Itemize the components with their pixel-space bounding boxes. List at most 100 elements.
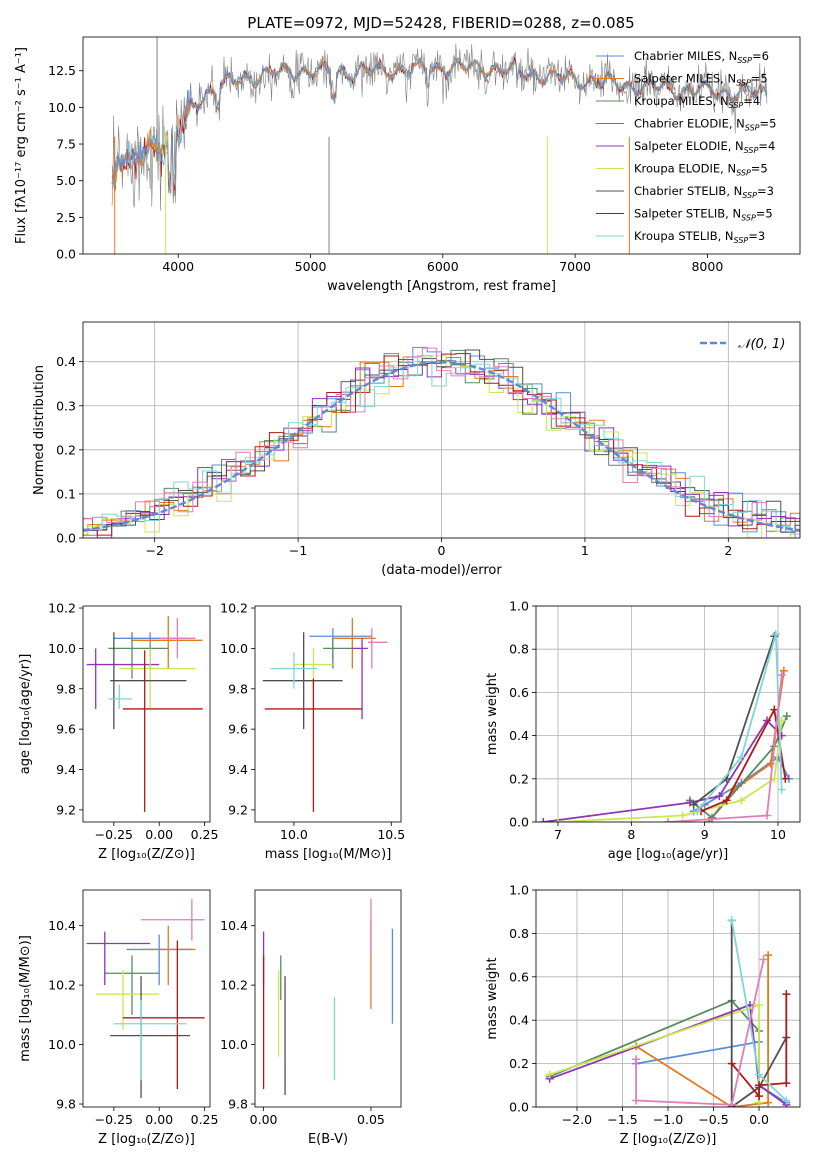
x-tick-label: 0 <box>438 543 446 558</box>
weight-series <box>635 959 765 1106</box>
residual-histogram <box>83 355 800 535</box>
age-vs-Z-frame: −0.25 0.00 0.25 9.2 9.4 9.6 9.8 10.0 10.2 Z [log₁… <box>18 601 218 862</box>
y-tick-label: 10.0 <box>48 641 76 656</box>
x-tick-label: 0.00 <box>145 1112 173 1127</box>
weight-marker <box>755 1001 764 1010</box>
x-tick-label: 2 <box>724 543 732 558</box>
legend-entry: Salpeter ELODIE, NSSP=4 <box>634 139 775 155</box>
age-vs-Z-plot <box>86 616 203 812</box>
legend-entry: Kroupa MILES, NSSP=4 <box>634 94 760 110</box>
weight-marker <box>737 753 746 762</box>
legend-entry: Salpeter STELIB, NSSP=5 <box>634 207 773 223</box>
weight-marker <box>722 796 731 805</box>
x-axis-label: mass [log₁₀(M/M⊙)] <box>265 847 392 862</box>
y-tick-label: 5.0 <box>56 173 76 188</box>
x-tick-label: −1 <box>289 543 307 558</box>
weight-marker <box>737 796 746 805</box>
mass-vs-EBV-frame: 0.00 0.05 9.8 10.0 10.2 10.4 E(B-V) <box>220 889 402 1147</box>
error-point <box>110 632 187 730</box>
error-point <box>122 940 205 1090</box>
x-axis-label: Z [log₁₀(Z/Z⊙)] <box>98 847 195 862</box>
x-tick-label: 5000 <box>295 259 327 274</box>
weight-marker <box>539 818 548 822</box>
error-point <box>126 934 192 986</box>
x-tick-label: 10.5 <box>377 827 405 842</box>
y-tick-label: 0.8 <box>509 642 529 657</box>
normal-curve <box>83 360 800 532</box>
weight-marker <box>678 811 687 820</box>
x-tick-label: 0.0 <box>749 1112 769 1127</box>
error-point <box>141 898 205 941</box>
y-tick-label: 0.4 <box>56 354 76 369</box>
mass-vs-Z-frame: −0.25 0.00 0.25 9.8 10.0 10.2 10.4 Z [log₁₀(Z/Z… <box>18 889 218 1147</box>
y-tick-label: 12.5 <box>48 63 76 78</box>
weight-marker <box>755 1081 764 1090</box>
y-tick-label: 0.6 <box>509 969 529 984</box>
weight-marker <box>693 807 702 816</box>
residual-histogram <box>83 349 800 538</box>
y-tick-label: 9.8 <box>56 1097 76 1112</box>
legend-entry: Salpeter MILES, NSSP=5 <box>634 72 768 88</box>
error-point <box>352 638 368 720</box>
y-tick-label: 0.2 <box>509 1056 529 1071</box>
y-tick-label: 9.8 <box>56 681 76 696</box>
legend-entry: Chabrier MILES, NSSP=6 <box>634 49 769 65</box>
weight-series <box>693 635 776 806</box>
error-point <box>86 931 151 986</box>
weight-marker <box>689 800 698 809</box>
x-axis-label: Z [log₁₀(Z/Z⊙)] <box>98 1132 195 1147</box>
x-tick-label: 7 <box>554 827 562 842</box>
weight-vs-Z-frame: −2.0 −1.5 −1.0 −0.5 0.0 0.0 0.2 0.4 0.6 0.8 1.0 Z [… <box>485 883 801 1147</box>
y-tick-label: 1.0 <box>509 883 529 898</box>
legend-entry: Kroupa ELODIE, NSSP=5 <box>634 162 768 178</box>
weight-marker <box>782 1079 791 1088</box>
spectrum-legend: Chabrier MILES, NSSP=6 Salpeter MILES, NS… <box>596 49 776 245</box>
weight-marker <box>727 1059 736 1068</box>
x-tick-label: 0.05 <box>357 1112 385 1127</box>
axes-frame <box>535 605 801 823</box>
x-tick-label: 10.0 <box>280 827 308 842</box>
weight-marker <box>759 955 768 964</box>
weight-marker <box>764 1098 773 1107</box>
legend-entry: 𝒩(0, 1) <box>738 337 785 352</box>
y-tick-label: 0.8 <box>509 926 529 941</box>
y-tick-label: 1.0 <box>509 599 529 614</box>
x-tick-label: 7000 <box>559 259 591 274</box>
error-point <box>264 678 363 812</box>
weight-marker <box>771 630 780 639</box>
y-tick-label: 0.0 <box>509 815 529 830</box>
x-tick-label: 1 <box>581 543 589 558</box>
y-tick-label: 7.5 <box>56 137 76 152</box>
x-tick-label: 4000 <box>162 259 194 274</box>
error-point <box>95 970 160 1030</box>
weight-marker <box>777 785 786 794</box>
y-tick-label: 0.0 <box>56 531 76 546</box>
y-axis-label: Normed distribution <box>32 365 47 495</box>
y-tick-label: 9.4 <box>228 762 248 777</box>
weight-marker <box>715 792 724 801</box>
weight-marker <box>763 811 771 820</box>
x-tick-label: −2 <box>145 543 163 558</box>
error-point <box>86 648 160 709</box>
error-point <box>332 618 376 669</box>
axes-frame <box>82 889 211 1108</box>
chart-title: PLATE=0972, MJD=52428, FIBERID=0288, z=0… <box>247 14 634 32</box>
y-tick-label: 0.3 <box>56 398 76 413</box>
error-point <box>323 638 353 669</box>
x-tick-label: −0.5 <box>698 1112 728 1127</box>
error-point <box>113 999 187 1081</box>
y-tick-label: 10.0 <box>220 641 248 656</box>
residuals-plot <box>83 346 800 538</box>
y-tick-label: 0.6 <box>509 685 529 700</box>
legend-entry: Chabrier ELODIE, NSSP=5 <box>634 117 776 133</box>
x-tick-label: 0.00 <box>145 827 173 842</box>
y-tick-label: 9.8 <box>228 681 248 696</box>
x-tick-label: 0.00 <box>250 1112 278 1127</box>
weight-marker <box>755 1070 764 1079</box>
weight-marker <box>708 813 716 822</box>
y-axis-label: mass weight <box>485 673 500 755</box>
weight-marker <box>781 774 790 783</box>
y-tick-label: 0.2 <box>56 442 76 457</box>
y-axis-label: age [log₁₀(age/yr)] <box>18 654 33 775</box>
